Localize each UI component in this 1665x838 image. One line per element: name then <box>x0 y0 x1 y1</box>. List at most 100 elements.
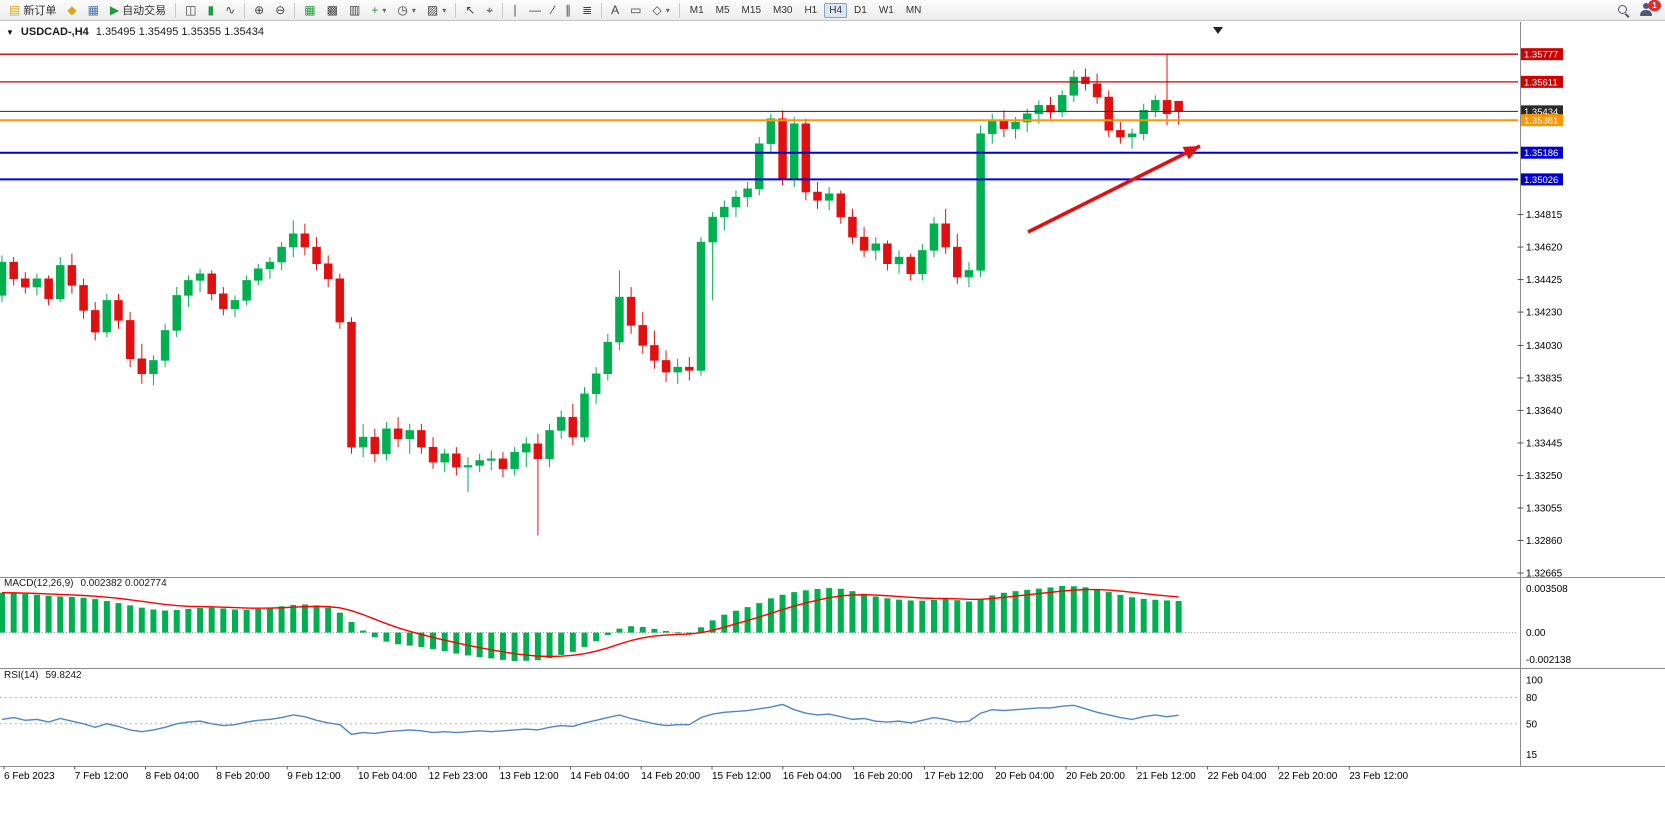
macd-histogram-bar <box>208 607 215 633</box>
macd-panel: 0.003508 0.00 -0.002138 <box>0 584 1571 666</box>
timeframe-m30[interactable]: M30 <box>773 4 793 16</box>
shapes-button[interactable]: ◇ ▾ <box>647 1 674 20</box>
macd-histogram-bar <box>266 607 273 633</box>
bar-chart-icon: ◫ <box>185 2 197 17</box>
indicators-button[interactable]: + ▾ <box>366 1 391 20</box>
macd-histogram-bar <box>989 595 996 633</box>
candle <box>393 417 403 448</box>
macd-histogram-bar <box>802 590 809 633</box>
tile-windows-button[interactable]: ▦ <box>299 1 320 20</box>
zoom-out-button[interactable]: ⊖ <box>270 1 290 20</box>
candle <box>149 355 158 386</box>
label-tool-button[interactable]: ▭ <box>625 1 646 20</box>
macd-histogram-bar <box>255 608 262 633</box>
timeframe-h4[interactable]: H4 <box>824 2 848 18</box>
candle <box>312 237 321 271</box>
bar-chart-button[interactable]: ◫ <box>180 1 201 20</box>
candle <box>242 275 251 306</box>
candle <box>487 450 496 471</box>
cursor-button[interactable]: ↖ <box>460 1 480 20</box>
candle <box>661 350 671 383</box>
macd-histogram-bar <box>1094 589 1101 633</box>
candle <box>999 110 1009 138</box>
rsi-indicator-label: RSI(14) 59.8242 <box>4 670 82 681</box>
arrange-windows-button[interactable]: ▥ <box>344 1 365 20</box>
notification-badge[interactable]: 1 <box>1648 0 1661 11</box>
zoom-in-button[interactable]: ⊕ <box>249 1 269 20</box>
svg-text:1.34620: 1.34620 <box>1526 243 1563 254</box>
candle <box>533 433 543 536</box>
candles-layer <box>0 54 1183 536</box>
macd-histogram-bar <box>1105 592 1112 633</box>
crosshair-button[interactable]: ⌖ <box>481 1 498 20</box>
macd-histogram-bar <box>663 631 670 633</box>
macd-histogram-bar <box>709 620 716 633</box>
timeframe-d1[interactable]: D1 <box>854 4 867 16</box>
symbol-dropdown-icon[interactable]: ▼ <box>6 27 14 37</box>
candle <box>195 268 205 293</box>
chart-shift-marker[interactable] <box>1213 27 1223 34</box>
svg-text:9 Feb 12:00: 9 Feb 12:00 <box>287 771 341 782</box>
macd-histogram-bar <box>884 598 891 633</box>
macd-histogram-bar <box>1152 599 1159 633</box>
trend-arrow[interactable] <box>1027 144 1201 234</box>
timeframe-m1[interactable]: M1 <box>689 4 704 16</box>
timeframe-m5[interactable]: M5 <box>715 4 730 16</box>
text-tool-button[interactable]: A <box>606 1 624 20</box>
horizontal-line-button[interactable]: — <box>524 1 546 20</box>
fibonacci-button[interactable]: ≣ <box>577 1 597 20</box>
svg-text:1.33250: 1.33250 <box>1526 471 1563 482</box>
macd-histogram-bar <box>942 598 949 633</box>
macd-histogram-bar <box>1047 587 1054 633</box>
macd-histogram-bar <box>395 632 402 645</box>
svg-text:1.34230: 1.34230 <box>1526 308 1563 319</box>
timeframe-w1[interactable]: W1 <box>878 4 894 16</box>
macd-histogram-bar <box>919 600 926 633</box>
auto-trading-button[interactable]: ▶ 自动交易 <box>105 1 171 20</box>
candlestick-chart-button[interactable]: ▮ <box>203 1 220 20</box>
macd-signal-line <box>1 588 1179 658</box>
macd-histogram-bar <box>197 608 204 633</box>
timeframe-m15[interactable]: M15 <box>741 4 761 16</box>
candle <box>254 263 263 286</box>
toolbar-separator <box>601 2 603 18</box>
metaeditor-button[interactable]: ◆ <box>62 1 81 20</box>
vertical-line-button[interactable]: ∣ <box>507 1 523 20</box>
candle <box>1081 68 1090 91</box>
candle <box>125 312 135 368</box>
cascade-windows-button[interactable]: ▩ <box>322 1 343 20</box>
shapes-icon: ◇ <box>652 2 662 17</box>
candle <box>475 453 484 473</box>
channel-button[interactable]: ∥ <box>560 1 576 20</box>
search-icon[interactable] <box>1616 3 1631 18</box>
chevron-down-icon: ▾ <box>665 5 670 15</box>
svg-text:1.35434: 1.35434 <box>1524 107 1558 118</box>
macd-histogram-bar <box>965 601 972 633</box>
timeframe-mn[interactable]: MN <box>905 4 922 16</box>
candle <box>289 220 298 258</box>
data-window-button[interactable]: ▦ <box>83 1 104 20</box>
timeframe-h1[interactable]: H1 <box>804 4 818 16</box>
macd-histogram-bar <box>68 596 75 633</box>
macd-histogram-bar <box>103 600 110 633</box>
new-order-button[interactable]: ▤ 新订单 <box>4 1 61 20</box>
templates-button[interactable]: ▨ ▾ <box>422 1 451 20</box>
svg-text:1.32860: 1.32860 <box>1526 536 1563 547</box>
fibonacci-icon: ≣ <box>582 2 593 17</box>
macd-histogram-bar <box>336 612 343 633</box>
candle <box>522 437 531 468</box>
macd-histogram-bar <box>814 589 821 633</box>
macd-histogram-bar <box>290 604 297 633</box>
macd-histogram-bar <box>534 632 541 661</box>
line-chart-button[interactable]: ∿ <box>220 1 240 20</box>
trendline-button[interactable]: ∕ <box>547 1 559 20</box>
template-icon: ▨ <box>426 2 439 17</box>
periods-button[interactable]: ◷ ▾ <box>392 1 421 20</box>
macd-histogram-bar <box>604 632 611 635</box>
macd-histogram-bar <box>523 632 530 661</box>
macd-histogram-bar <box>1164 600 1170 633</box>
account-button[interactable]: 1 <box>1639 0 1661 18</box>
macd-histogram-bar <box>837 588 844 633</box>
data-window-icon: ▦ <box>87 2 99 17</box>
